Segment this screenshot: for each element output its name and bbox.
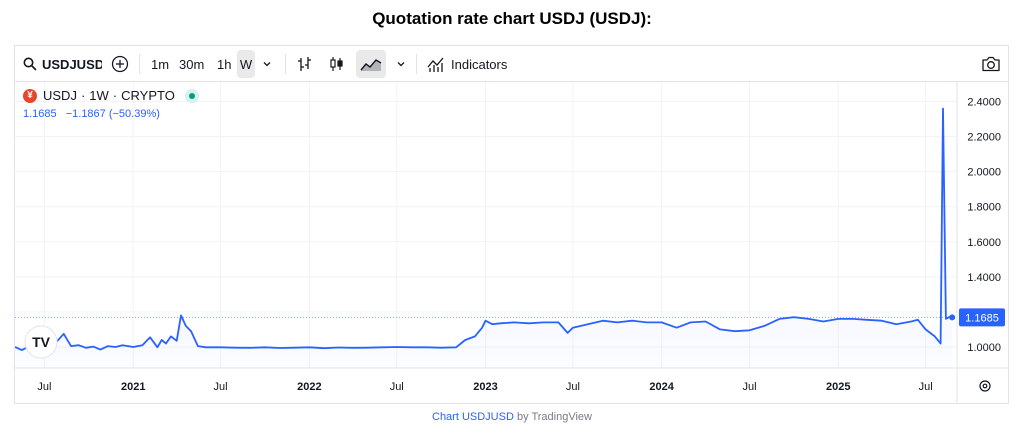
y-tick-label: 1.0000: [967, 342, 1001, 354]
bar-style-button[interactable]: [297, 50, 313, 78]
x-tick-label: Jul: [919, 381, 933, 393]
y-tick-label: 1.4000: [967, 272, 1001, 284]
interval-w-button[interactable]: W: [237, 50, 255, 78]
legend-values: 1.1685 −1.1867 (−50.39%): [23, 108, 160, 120]
legend-change: −1.1867 (−50.39%): [65, 108, 160, 120]
chevron-down-icon: [397, 62, 405, 67]
add-symbol-icon: [111, 55, 129, 73]
symbol-input[interactable]: USDJUSD: [42, 56, 102, 72]
x-tick-label: Jul: [390, 381, 404, 393]
screenshot-button[interactable]: [981, 50, 1001, 78]
area-style-button[interactable]: [356, 50, 386, 78]
indicators-label: Indicators: [451, 56, 508, 72]
chart-toolbar: USDJUSD 1m 30m 1h W: [15, 46, 1008, 82]
y-tick-label: 1.8000: [967, 202, 1001, 214]
x-tick-label: Jul: [214, 381, 228, 393]
x-tick-label: 2024: [649, 381, 674, 393]
add-symbol-button[interactable]: [111, 50, 129, 78]
series-area: [15, 108, 953, 368]
candle-style-icon: [330, 57, 343, 71]
legend-separator: ·: [112, 88, 118, 103]
x-tick-label: Jul: [37, 381, 51, 393]
legend-last-price: 1.1685: [23, 108, 57, 120]
chart-legend: USDJ · 1W · CRYPTO: [23, 88, 199, 103]
y-tick-label: 2.4000: [967, 97, 1001, 109]
legend-symbol: USDJ: [43, 88, 77, 103]
x-tick-label: Jul: [742, 381, 756, 393]
search-icon: [23, 57, 37, 71]
interval-1h-button[interactable]: 1h: [217, 56, 232, 72]
symbol-search[interactable]: USDJUSD: [23, 50, 102, 78]
indicators-button[interactable]: Indicators: [427, 50, 507, 78]
x-tick-label: 2022: [297, 381, 321, 393]
interval-1m-button[interactable]: 1m: [151, 56, 170, 72]
x-tick-label: 2021: [121, 381, 145, 393]
chart-style-dropdown[interactable]: [396, 50, 406, 78]
legend-separator: ·: [80, 88, 86, 103]
candle-style-button[interactable]: [329, 50, 345, 78]
market-status-icon: [184, 88, 199, 103]
y-tick-label: 2.0000: [967, 167, 1001, 179]
toolbar-divider: [416, 54, 417, 74]
svg-text:TV: TV: [32, 334, 51, 350]
footer-by-text: by TradingView: [513, 411, 592, 423]
chart-plot[interactable]: 1.00001.20001.40001.60001.80002.00002.20…: [15, 82, 1008, 403]
toolbar-divider: [139, 54, 140, 74]
settings-icon[interactable]: [979, 380, 991, 392]
chart-widget: USDJUSD 1m 30m 1h W: [14, 45, 1009, 404]
legend-interval: 1W: [89, 88, 109, 103]
area-style-icon: [360, 59, 382, 71]
page-title: Quotation rate chart USDJ (USDJ):: [372, 9, 652, 28]
toolbar-divider: [285, 54, 286, 74]
bar-style-icon: [298, 57, 311, 71]
chart-footer: Chart USDJUSD by TradingView: [0, 411, 1024, 423]
tradingview-logo: TV: [24, 325, 58, 359]
last-value-label: 1.1685: [965, 312, 999, 324]
usdj-coin-icon: [23, 88, 37, 103]
last-value-badge: [959, 308, 1005, 327]
y-tick-label: 1.6000: [967, 237, 1001, 249]
legend-exchange: CRYPTO: [121, 88, 175, 103]
x-tick-label: 2025: [826, 381, 850, 393]
x-tick-label: Jul: [566, 381, 580, 393]
interval-30m-button[interactable]: 30m: [179, 56, 205, 72]
indicators-icon: [427, 57, 444, 72]
interval-dropdown[interactable]: [262, 50, 272, 78]
chevron-down-icon: [263, 62, 271, 67]
series-line: [15, 107, 953, 351]
x-tick-label: 2023: [473, 381, 497, 393]
chart-link[interactable]: Chart USDJUSD: [432, 411, 514, 423]
camera-icon: [982, 56, 1000, 72]
y-tick-label: 2.2000: [967, 132, 1001, 144]
last-price-marker: [949, 314, 956, 321]
